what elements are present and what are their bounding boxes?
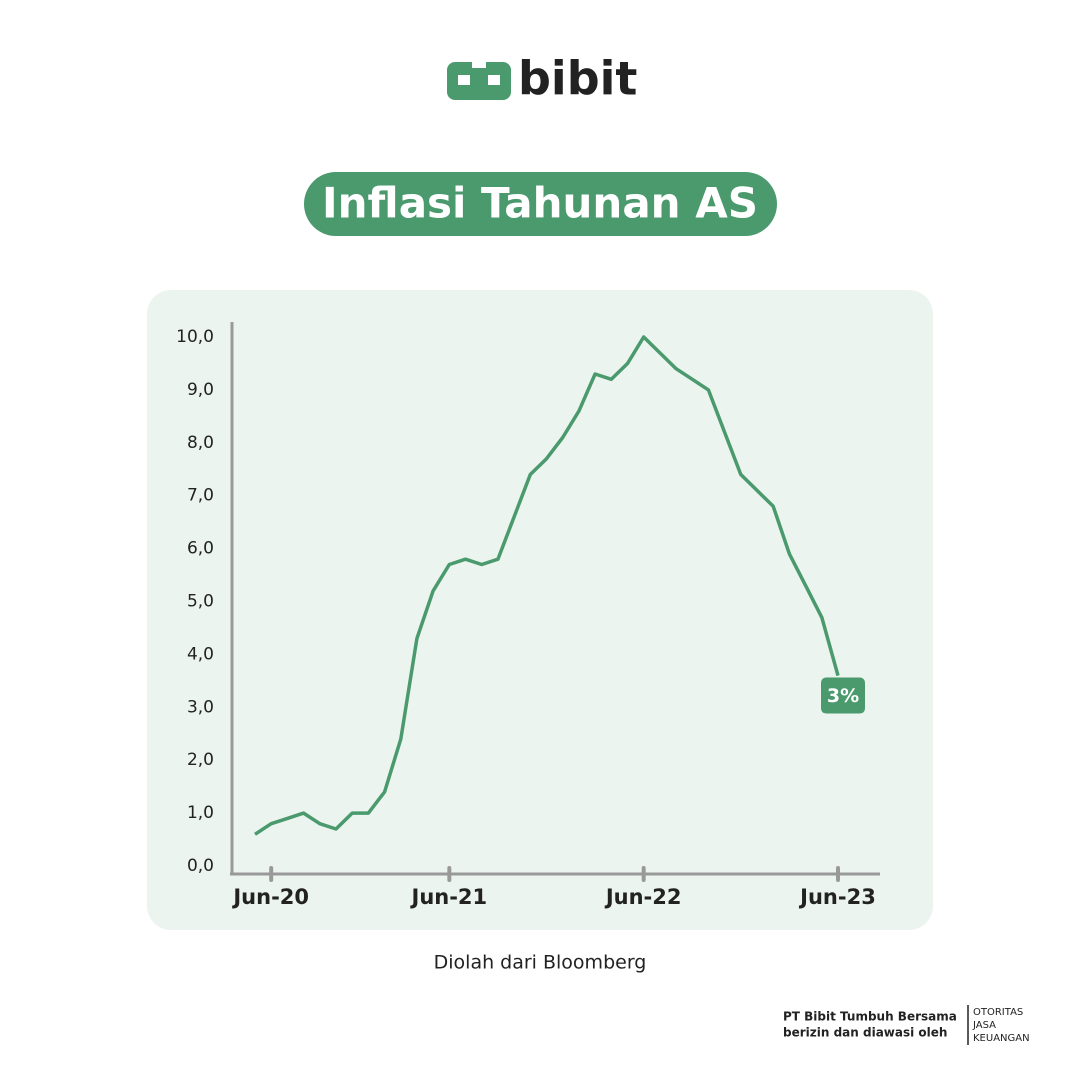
logo: bibit bbox=[447, 52, 637, 106]
ojk-text: OTORITAS bbox=[973, 1007, 1023, 1018]
logo-notch bbox=[472, 62, 486, 68]
y-tick-label: 2,0 bbox=[187, 750, 214, 770]
logo-text: bibit bbox=[518, 52, 637, 106]
logo-eye bbox=[488, 75, 500, 85]
annotation-label: 3% bbox=[827, 685, 859, 707]
ojk-text: KEUANGAN bbox=[973, 1033, 1030, 1044]
y-tick-label: 5,0 bbox=[187, 592, 214, 612]
chart-title: Inflasi Tahunan AS bbox=[322, 179, 758, 228]
y-tick-label: 9,0 bbox=[187, 380, 214, 400]
y-tick-label: 6,0 bbox=[187, 539, 214, 559]
x-tick-label: Jun-20 bbox=[231, 885, 309, 909]
y-tick-label: 1,0 bbox=[187, 803, 214, 823]
data-line bbox=[254, 335, 840, 836]
y-tick-label: 3,0 bbox=[187, 697, 214, 717]
footer-company: PT Bibit Tumbuh Bersama bbox=[783, 1010, 957, 1024]
x-tick-label: Jun-22 bbox=[604, 885, 682, 909]
annotation-box bbox=[821, 677, 865, 714]
y-tick-label: 8,0 bbox=[187, 433, 214, 453]
y-tick-label: 7,0 bbox=[187, 486, 214, 506]
source-note: Diolah dari Bloomberg bbox=[434, 952, 647, 974]
x-tick-label: Jun-21 bbox=[410, 885, 488, 909]
chart-panel bbox=[147, 290, 933, 930]
x-tick-label: Jun-23 bbox=[798, 885, 876, 909]
footer-line: berizin dan diawasi oleh bbox=[783, 1026, 947, 1040]
y-tick-label: 4,0 bbox=[187, 644, 214, 664]
y-tick-label: 10,0 bbox=[176, 327, 214, 347]
logo-icon bbox=[447, 62, 511, 100]
title-pill bbox=[304, 172, 777, 236]
y-tick-label: 0,0 bbox=[187, 856, 214, 876]
ojk-text: JASA bbox=[972, 1020, 996, 1031]
logo-eye bbox=[458, 75, 470, 85]
